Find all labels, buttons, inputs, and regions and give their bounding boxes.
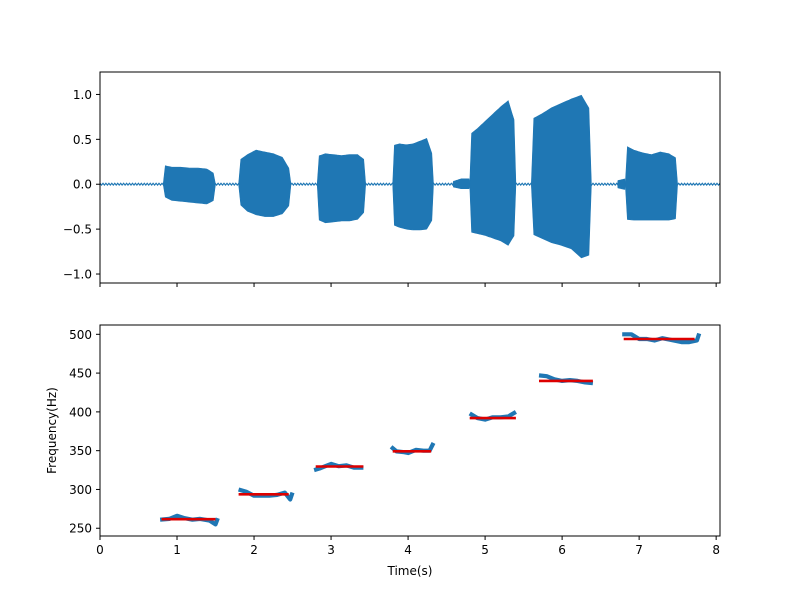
waveform-plot: −1.0 −0.5 0.0 0.5 1.0 [63,71,721,287]
waveform-segment [316,153,367,224]
y-tick-label: 350 [69,444,92,458]
y-tick-label: 250 [69,522,92,536]
y-tick-label: 500 [69,328,92,342]
x-axis-label: Time(s) [387,564,433,578]
x-tick-label: 8 [712,543,720,557]
y-tick-label: 0.0 [73,178,92,192]
y-tick-label: 1.0 [73,88,92,102]
waveform-segment [238,149,292,217]
x-tick-label: 6 [558,543,566,557]
waveform-segment [617,178,626,190]
y-tick-label: 400 [69,405,92,419]
x-tick-label: 3 [327,543,335,557]
waveform-segment [469,100,517,246]
x-tick-label: 1 [173,543,181,557]
pitch-axes: 250 300 350 400 450 500 0 1 2 3 4 5 6 7 8 [69,328,720,557]
pitch-plot: 250 300 350 400 450 500 0 1 2 3 4 5 6 7 8 Time(s) Freq… [45,324,721,578]
waveform-segment [530,94,592,259]
waveform-marks [99,94,721,259]
y-axis-label: Frequency(Hz) [45,387,59,474]
waveform-segment [162,165,216,205]
x-tick-label: 2 [250,543,258,557]
waveform-segment [624,146,678,221]
x-tick-label: 7 [635,543,643,557]
x-tick-label: 5 [481,543,489,557]
pitch-plot-frame [99,324,721,537]
waveform-axes: −1.0 −0.5 0.0 0.5 1.0 [63,88,717,287]
waveform-plot-frame [99,71,721,284]
y-tick-label: 0.5 [73,133,92,147]
pitch-marks [159,332,702,527]
waveform-segment [392,138,434,231]
x-tick-label: 4 [404,543,412,557]
y-tick-label: 300 [69,483,92,497]
x-tick-label: 0 [96,543,104,557]
y-tick-label: −1.0 [63,268,92,282]
y-tick-label: −0.5 [63,223,92,237]
y-tick-label: 450 [69,367,92,381]
